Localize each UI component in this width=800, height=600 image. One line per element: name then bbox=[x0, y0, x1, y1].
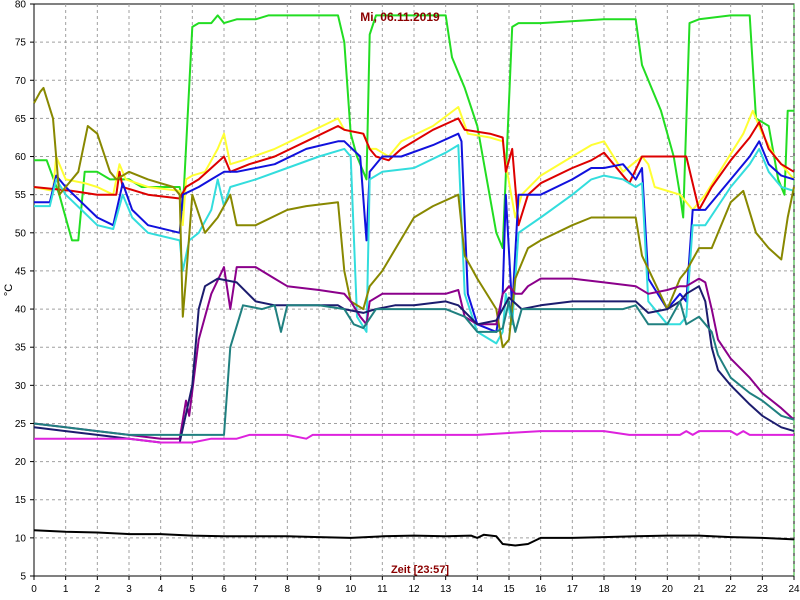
y-tick-label: 40 bbox=[15, 305, 27, 316]
y-tick-label: 55 bbox=[15, 190, 27, 201]
y-axis-ticks: 5 10 15 20 25 30 35 40 45 50 55 60 65 70 75 80 bbox=[15, 0, 34, 583]
y-axis-label: °C bbox=[3, 284, 15, 296]
y-tick-label: 25 bbox=[15, 419, 27, 430]
x-tick-label: 5 bbox=[190, 584, 196, 595]
series-line-6 bbox=[33, 86, 795, 349]
series-line-11 bbox=[33, 529, 795, 547]
x-axis-label: Zeit [23:57] bbox=[391, 564, 449, 576]
x-tick-label: 10 bbox=[345, 584, 357, 595]
x-tick-label: 16 bbox=[535, 584, 547, 595]
series-line-9 bbox=[33, 300, 795, 436]
x-tick-label: 2 bbox=[95, 584, 101, 595]
x-tick-label: 1 bbox=[63, 584, 69, 595]
y-tick-label: 20 bbox=[15, 457, 27, 468]
y-tick-label: 75 bbox=[15, 38, 27, 49]
x-tick-label: 4 bbox=[158, 584, 164, 595]
x-axis-ticks: 0 1 2 3 4 5 6 7 8 9 10 11 12 13 14 15 16 17 18 19 20 21 22 23 24 bbox=[31, 576, 800, 595]
x-tick-label: 9 bbox=[316, 584, 322, 595]
x-tick-label: 14 bbox=[472, 584, 484, 595]
x-tick-label: 12 bbox=[408, 584, 420, 595]
x-tick-label: 7 bbox=[253, 584, 259, 595]
x-tick-label: 3 bbox=[126, 584, 132, 595]
y-tick-label: 30 bbox=[15, 381, 27, 392]
y-tick-label: 45 bbox=[15, 266, 27, 277]
series-line-7 bbox=[33, 266, 795, 440]
x-tick-label: 20 bbox=[662, 584, 674, 595]
y-tick-label: 60 bbox=[15, 152, 27, 163]
x-tick-label: 15 bbox=[503, 584, 515, 595]
x-tick-label: 17 bbox=[567, 584, 579, 595]
y-tick-label: 5 bbox=[20, 572, 26, 583]
x-tick-label: 13 bbox=[440, 584, 452, 595]
y-tick-label: 65 bbox=[15, 114, 27, 125]
y-tick-label: 50 bbox=[15, 228, 27, 239]
x-tick-label: 8 bbox=[285, 584, 291, 595]
series-lines bbox=[33, 14, 795, 547]
x-tick-label: 21 bbox=[693, 584, 705, 595]
x-tick-label: 24 bbox=[788, 584, 800, 595]
series-line-4 bbox=[34, 132, 795, 333]
x-tick-label: 11 bbox=[377, 584, 388, 595]
x-tick-label: 18 bbox=[598, 584, 610, 595]
grid bbox=[34, 4, 795, 576]
y-tick-label: 15 bbox=[15, 495, 27, 506]
x-tick-label: 19 bbox=[630, 584, 642, 595]
series-line-5 bbox=[34, 144, 795, 345]
y-tick-label: 70 bbox=[15, 76, 27, 87]
x-tick-label: 23 bbox=[757, 584, 769, 595]
x-tick-label: 0 bbox=[31, 584, 37, 595]
y-tick-label: 80 bbox=[15, 0, 27, 11]
series-line-3 bbox=[33, 117, 795, 227]
series-line-8 bbox=[33, 277, 795, 444]
y-tick-label: 35 bbox=[15, 343, 27, 354]
series-line-10 bbox=[34, 430, 794, 444]
chart-title: Mi, 06.11.2019 bbox=[360, 10, 440, 24]
x-tick-label: 6 bbox=[221, 584, 227, 595]
x-tick-label: 22 bbox=[725, 584, 737, 595]
y-tick-label: 10 bbox=[15, 533, 27, 544]
